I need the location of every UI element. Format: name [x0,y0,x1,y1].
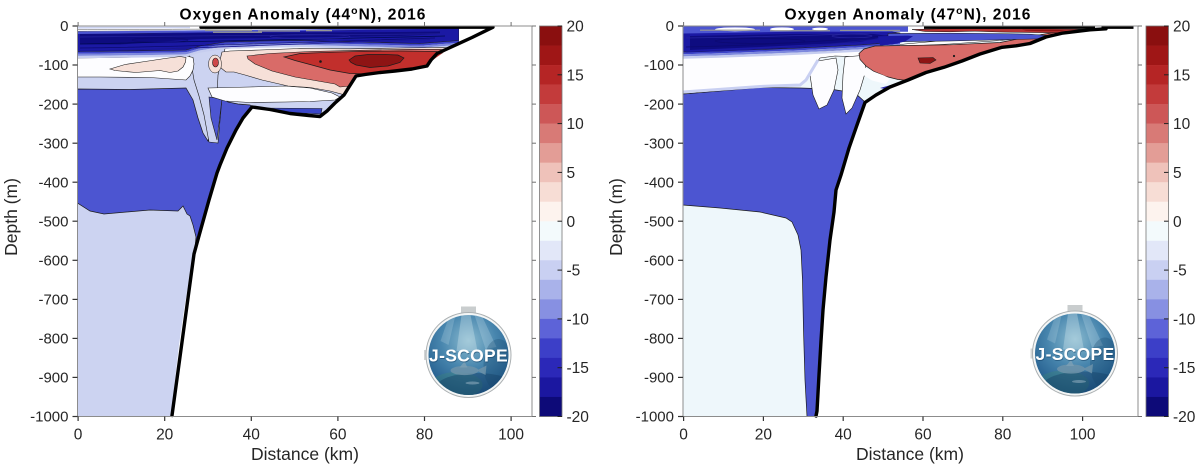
svg-text:J-SCOPE: J-SCOPE [1036,344,1115,364]
svg-text:10: 10 [567,116,585,133]
svg-text:-20: -20 [567,409,590,426]
svg-text:-20: -20 [1173,409,1196,426]
svg-text:Oxygen Anomaly (47oN), 2016: Oxygen Anomaly (47oN), 2016 [785,5,1032,24]
svg-text:80: 80 [416,427,434,444]
svg-text:-800: -800 [38,331,68,348]
svg-text:-5: -5 [567,263,581,280]
svg-text:0: 0 [679,427,688,444]
svg-text:-5: -5 [1173,263,1187,280]
svg-text:20: 20 [755,427,773,444]
svg-text:0: 0 [666,18,674,35]
svg-text:15: 15 [567,67,584,84]
svg-text:-700: -700 [644,292,674,309]
svg-text:-10: -10 [567,311,590,328]
svg-text:-15: -15 [1173,360,1195,377]
svg-text:20: 20 [156,427,174,444]
svg-text:-600: -600 [38,253,68,270]
svg-text:100: 100 [1070,427,1096,444]
svg-text:40: 40 [835,427,853,444]
svg-text:0: 0 [60,18,68,35]
svg-text:40: 40 [243,427,261,444]
svg-text:-300: -300 [644,135,674,152]
svg-text:Distance (km): Distance (km) [856,444,964,464]
svg-text:5: 5 [1173,165,1182,182]
svg-text:J-SCOPE: J-SCOPE [430,347,509,367]
svg-text:-900: -900 [38,370,68,387]
svg-text:20: 20 [1173,19,1191,36]
svg-text:60: 60 [329,427,347,444]
svg-text:-900: -900 [644,370,674,387]
svg-text:-1000: -1000 [30,409,68,426]
svg-text:Depth (m): Depth (m) [1,178,21,256]
svg-text:-300: -300 [38,135,68,152]
svg-text:100: 100 [498,427,524,444]
svg-text:-15: -15 [567,360,589,377]
svg-text:-10: -10 [1173,311,1196,328]
svg-text:-200: -200 [644,96,674,113]
svg-text:0: 0 [74,427,83,444]
svg-text:-500: -500 [38,213,68,230]
svg-text:Oxygen Anomaly (44oN), 2016: Oxygen Anomaly (44oN), 2016 [180,5,427,24]
svg-text:-400: -400 [38,174,68,191]
svg-text:-400: -400 [644,174,674,191]
svg-text:J-SCOPE: J-SCOPE [429,346,508,366]
svg-text:-100: -100 [38,57,68,74]
svg-text:-200: -200 [38,96,68,113]
svg-text:-1000: -1000 [636,409,674,426]
svg-text:-600: -600 [644,253,674,270]
svg-text:15: 15 [1173,67,1190,84]
svg-text:5: 5 [567,165,576,182]
svg-text:0: 0 [567,214,576,231]
svg-text:20: 20 [567,19,585,36]
svg-text:-800: -800 [644,331,674,348]
svg-text:0: 0 [1173,214,1182,231]
svg-text:-700: -700 [38,292,68,309]
svg-text:Distance (km): Distance (km) [251,444,359,464]
svg-text:-100: -100 [644,57,674,74]
svg-text:10: 10 [1173,116,1191,133]
svg-text:J-SCOPE: J-SCOPE [1036,345,1115,365]
svg-text:60: 60 [914,427,932,444]
svg-text:Depth (m): Depth (m) [606,178,626,256]
svg-text:-500: -500 [644,213,674,230]
svg-text:80: 80 [994,427,1012,444]
